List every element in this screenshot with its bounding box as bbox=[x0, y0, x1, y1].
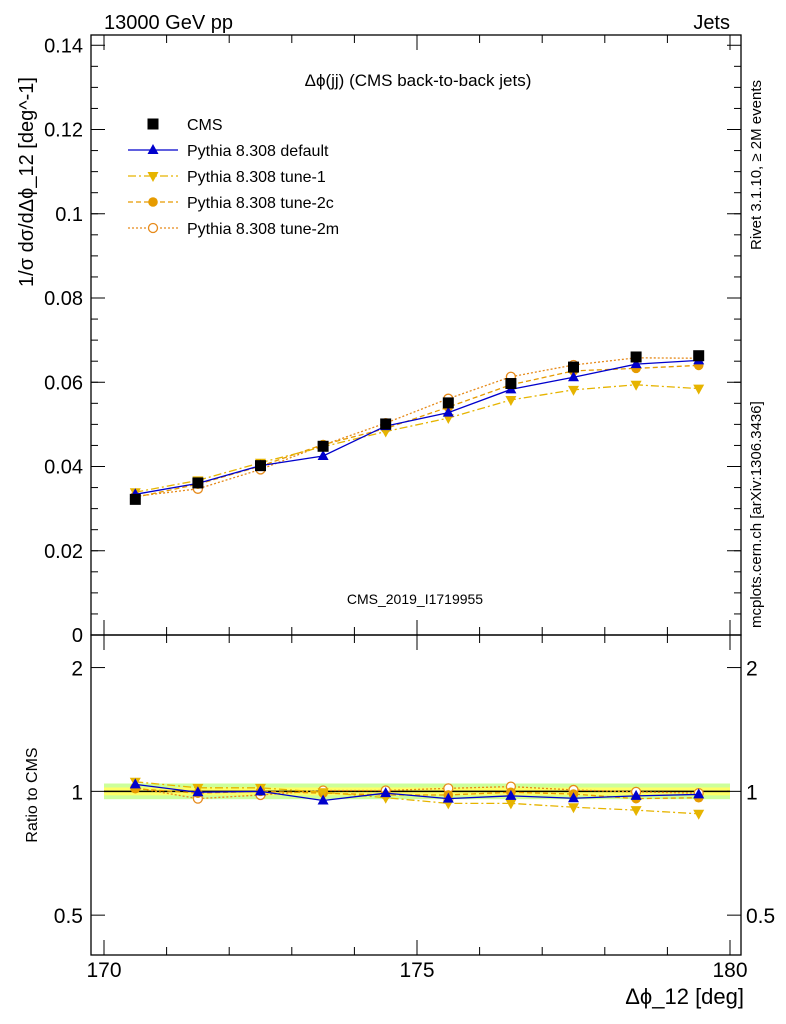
side-label-bottom: mcplots.cern.ch [arXiv:1306.3436] bbox=[748, 401, 765, 628]
y-tick-label: 0.04 bbox=[44, 457, 83, 479]
ratio-y-tick-label: 1 bbox=[71, 781, 83, 804]
ratio-point-default bbox=[630, 789, 642, 800]
legend-item-tune2m: Pythia 8.308 tune-2m bbox=[128, 221, 339, 238]
ratio-y-tick-label-right: 1 bbox=[746, 781, 758, 804]
legend-label-cms: CMS bbox=[187, 117, 223, 134]
series-default bbox=[129, 354, 705, 499]
ratio-y-tick-label: 0.5 bbox=[54, 905, 83, 928]
ratio-point-default bbox=[442, 792, 454, 803]
ratio-point-default bbox=[693, 788, 705, 799]
legend-marker-default bbox=[147, 144, 159, 154]
legend-item-cms: CMS bbox=[147, 117, 223, 134]
point-cms bbox=[129, 493, 141, 505]
point-default bbox=[442, 406, 454, 417]
ratio-point-tune1 bbox=[693, 809, 705, 820]
main-title: Δϕ(jj) (CMS back-to-back jets) bbox=[305, 71, 532, 90]
ratio-point-default bbox=[317, 794, 329, 805]
ratio-axis-ticks: 0.5 0.5 1 1 2 2 170 175 180 bbox=[54, 635, 775, 982]
ratio-point-default bbox=[380, 787, 392, 798]
series-tune2c bbox=[130, 360, 704, 503]
point-tune1 bbox=[568, 385, 579, 396]
main-series bbox=[129, 350, 705, 505]
point-cms bbox=[317, 440, 329, 452]
y-tick-label: 0 bbox=[72, 625, 83, 647]
ratio-point-default bbox=[505, 789, 517, 800]
ratio-line-tune1 bbox=[135, 781, 699, 815]
point-cms bbox=[693, 350, 705, 362]
header-right-label: Jets bbox=[693, 12, 730, 34]
ratio-plot-frame bbox=[90, 634, 742, 956]
ratio-y-tick-label-right: 0.5 bbox=[746, 905, 775, 928]
point-cms bbox=[255, 460, 266, 472]
point-default bbox=[568, 371, 579, 382]
legend-label-tune2m: Pythia 8.308 tune-2m bbox=[187, 221, 339, 238]
point-default bbox=[630, 358, 642, 369]
legend-label-tune2c: Pythia 8.308 tune-2c bbox=[187, 195, 334, 212]
line-tune1 bbox=[135, 384, 699, 493]
ratio-point-tune1 bbox=[568, 803, 579, 814]
ratio-ylabel: Ratio to CMS bbox=[24, 747, 41, 842]
ratio-point-default bbox=[129, 778, 141, 789]
legend-label-default: Pythia 8.308 default bbox=[187, 143, 329, 160]
y-tick-label: 0.1 bbox=[55, 204, 83, 226]
point-tune1 bbox=[505, 395, 517, 406]
point-cms bbox=[192, 477, 204, 489]
point-tune1 bbox=[630, 380, 642, 391]
x-tick-label: 170 bbox=[86, 959, 121, 982]
y-tick-label: 0.12 bbox=[44, 120, 83, 142]
y-tick-label: 0.06 bbox=[44, 372, 83, 394]
x-tick-label: 175 bbox=[399, 959, 434, 982]
watermark: CMS_2019_I1719955 bbox=[347, 591, 483, 607]
x-tick-label: 180 bbox=[712, 959, 747, 982]
point-cms bbox=[568, 361, 579, 373]
ratio-line-default bbox=[135, 783, 699, 802]
point-tune1 bbox=[693, 384, 705, 395]
ratio-point-tune1 bbox=[630, 806, 642, 817]
header-left-label: 13000 GeV pp bbox=[104, 12, 233, 34]
line-tune2m bbox=[135, 357, 699, 498]
point-cms bbox=[380, 418, 392, 430]
legend-item-tune1: Pythia 8.308 tune-1 bbox=[128, 169, 326, 186]
ratio-series-default bbox=[129, 778, 705, 805]
series-cms bbox=[129, 350, 705, 505]
y-tick-label: 0.14 bbox=[44, 35, 83, 57]
ratio-series bbox=[129, 777, 705, 820]
series-tune1 bbox=[129, 380, 705, 499]
y-tick-label: 0.02 bbox=[44, 541, 83, 563]
y-tick-label: 0.08 bbox=[44, 288, 83, 310]
ratio-point-tune1 bbox=[317, 788, 329, 799]
point-default bbox=[317, 449, 329, 460]
main-ylabel: 1/σ dσ/dΔϕ_12 [deg^-1] bbox=[16, 77, 38, 287]
ratio-point-default bbox=[568, 792, 579, 803]
main-axis-ticks: 0 0.02 0.04 0.06 0.08 0.1 0.12 0.14 bbox=[44, 35, 741, 647]
ratio-y-tick-label-right: 2 bbox=[746, 658, 758, 681]
legend-marker-tune2c bbox=[148, 197, 158, 207]
x-axis-label: Δϕ_12 [deg] bbox=[625, 984, 744, 1009]
ratio-point-default bbox=[192, 786, 204, 797]
legend-marker-tune2m bbox=[147, 222, 159, 234]
legend-item-tune2c: Pythia 8.308 tune-2c bbox=[128, 195, 334, 212]
legend-marker-cms bbox=[147, 118, 159, 130]
ratio-y-tick-label: 2 bbox=[71, 658, 83, 681]
legend-item-default: Pythia 8.308 default bbox=[128, 143, 329, 160]
point-cms bbox=[442, 397, 454, 409]
side-label-top: Rivet 3.1.10, ≥ 2M events bbox=[748, 80, 765, 250]
legend: CMS Pythia 8.308 default Pythia 8.308 tune… bbox=[128, 117, 339, 238]
legend-marker-tune1 bbox=[147, 172, 159, 182]
ratio-point-tune1 bbox=[505, 799, 517, 810]
line-default bbox=[135, 359, 699, 495]
point-cms bbox=[505, 378, 517, 390]
point-cms bbox=[630, 351, 642, 363]
ratio-point-default bbox=[255, 785, 266, 796]
legend-label-tune1: Pythia 8.308 tune-1 bbox=[187, 169, 326, 186]
ratio-line-tune2c bbox=[135, 788, 699, 800]
